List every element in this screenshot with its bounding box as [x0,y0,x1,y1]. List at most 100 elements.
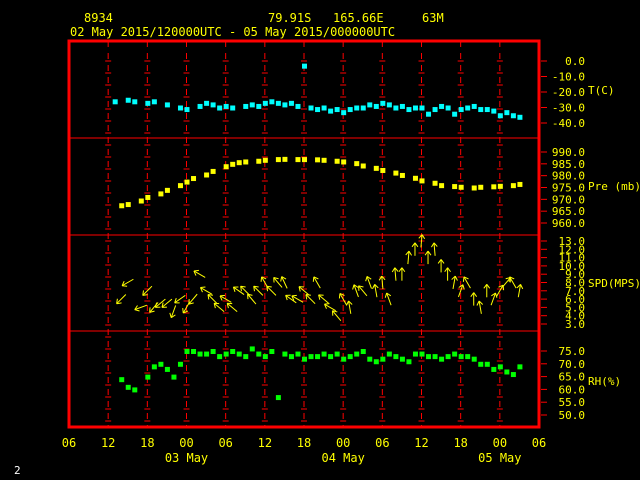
wind-arrow-head [401,267,406,273]
wind-arrow [451,275,458,289]
wind-arrow [411,242,419,256]
data-point [249,346,255,352]
wind-arrow [174,294,186,304]
data-point [354,161,360,167]
wind-arrow-shaft [142,285,153,296]
wind-arrow [161,298,173,308]
wind-arrow-head [476,300,480,306]
data-point [478,107,484,113]
y-tick-label: 10.0 [559,260,586,273]
data-point [223,164,229,170]
wind-arrow-shaft [478,300,482,314]
data-point [504,369,510,375]
data-point [354,351,360,357]
wind-arrow-head [332,310,338,313]
y-tick-label: -20.0 [552,86,585,99]
wind-arrow [247,293,257,305]
y-tick-label: 50.0 [559,409,586,422]
wind-arrow [121,278,134,287]
data-point [302,356,307,362]
data-point [230,349,236,354]
data-point [360,349,366,354]
wind-arrow-shaft [339,293,347,305]
wind-arrow-head [134,305,138,310]
wind-arrow-head [161,302,164,308]
data-point [236,351,242,357]
wind-arrow [169,305,177,319]
y-tick-label: 8.0 [565,277,585,290]
data-point [177,105,183,111]
data-point [380,356,386,362]
wind-arrow-head [281,276,287,280]
data-point [328,108,334,114]
data-point [125,97,131,103]
wind-arrow-head [366,275,372,280]
data-point [458,354,464,360]
data-point [119,377,125,383]
y-tick-label: 75.0 [559,345,586,358]
wind-arrow-shaft [266,285,277,296]
station-id: 8934 [84,11,113,25]
wind-arrow-shaft [213,302,225,312]
data-point [282,156,288,162]
wind-arrow-head [478,300,484,305]
y-tick-label: -10.0 [552,71,585,84]
wind-arrow-head [253,286,255,292]
wind-arrow [312,276,321,289]
data-point [262,100,268,106]
wind-arrow [483,284,491,298]
data-point [197,351,203,357]
y-tick-label: 70.0 [559,358,586,371]
wind-arrow-head [378,275,383,281]
data-point [510,372,516,378]
wind-arrow [266,285,277,296]
wind-arrow-head [372,284,376,290]
wind-arrow [232,286,245,295]
data-point [341,356,347,362]
wind-arrow-shaft [332,310,342,322]
data-point [419,351,425,357]
data-point [282,351,288,357]
wind-arrow-head [253,285,259,288]
data-point [386,102,392,108]
wind-arrow-shaft [490,292,496,306]
y-tick-label: 13.0 [559,235,586,248]
data-point [256,103,262,109]
wind-arrow-head [324,303,327,309]
wind-arrow [437,259,445,273]
data-point [517,114,523,120]
data-point [262,354,268,360]
wind-arrow [154,298,166,308]
station-elevation: 63M [422,11,444,25]
wind-arrow [280,276,288,289]
data-point [426,111,432,117]
data-point [112,99,118,105]
wind-arrow-head [213,303,216,309]
wind-arrow-head [134,309,140,312]
wind-arrow-head [219,295,223,301]
wind-arrow-head [520,284,524,290]
data-point [406,107,412,113]
wind-arrow-head [365,276,368,282]
panel-label: T(C) [588,84,615,97]
x-tick-label: 00 [179,436,193,450]
data-point [471,356,477,362]
x-tick-label: 00 [493,436,507,450]
data-point [497,113,503,119]
data-point [302,157,307,163]
data-point [243,159,249,165]
y-tick-label: 6.0 [565,293,585,306]
wind-arrow-shaft [353,284,359,298]
wind-arrow [134,304,148,312]
data-point [282,102,288,108]
wind-arrow-head [305,294,308,300]
data-point [275,157,281,163]
wind-arrow [444,267,451,281]
data-point [517,181,523,187]
y-tick-label: -30.0 [552,102,585,115]
wind-arrow-head [470,292,475,297]
wind-arrow-head [207,294,210,300]
wind-arrow-shaft [313,276,321,289]
data-point [419,105,425,111]
wind-arrow-head [324,303,330,305]
